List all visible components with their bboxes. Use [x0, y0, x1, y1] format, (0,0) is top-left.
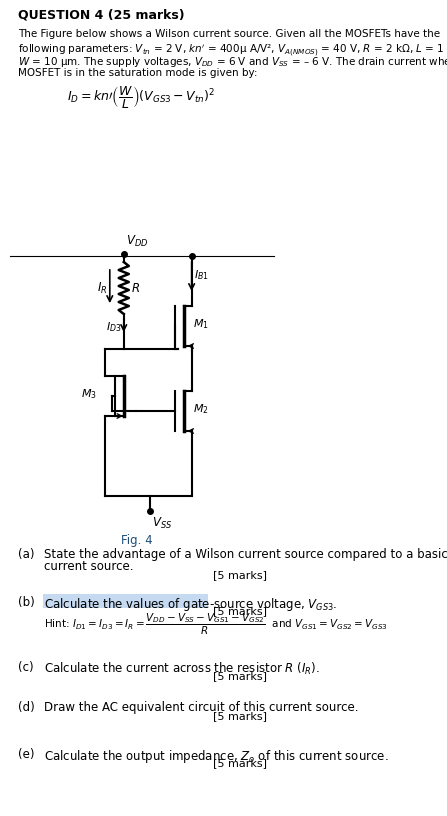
- Text: $M_3$: $M_3$: [81, 387, 97, 401]
- Text: $I_D = kn\prime\left(\dfrac{W}{L}\right)(V_{GS3} - V_{tn})^2$: $I_D = kn\prime\left(\dfrac{W}{L}\right)…: [67, 84, 215, 110]
- Text: The Figure below shows a Wilson current source. Given all the MOSFETs have the: The Figure below shows a Wilson current …: [18, 29, 440, 39]
- Text: Fig. 4: Fig. 4: [121, 534, 152, 547]
- Text: $M_2$: $M_2$: [193, 402, 209, 416]
- Text: $I_R$: $I_R$: [97, 281, 108, 295]
- Text: [5 marks]: [5 marks]: [212, 671, 266, 681]
- Text: Hint: $I_{D1} = I_{D3} = I_R = \dfrac{V_{DD}-V_{SS}-V_{GS1}-V_{GS2}}{R}$  and $V: Hint: $I_{D1} = I_{D3} = I_R = \dfrac{V_…: [44, 612, 388, 637]
- Text: $V_{DD}$: $V_{DD}$: [126, 234, 148, 249]
- Text: $I_{B1}$: $I_{B1}$: [194, 268, 208, 282]
- Text: [5 marks]: [5 marks]: [212, 758, 266, 768]
- FancyBboxPatch shape: [43, 594, 208, 608]
- Text: [5 marks]: [5 marks]: [212, 606, 266, 616]
- Text: MOSFET is in the saturation mode is given by:: MOSFET is in the saturation mode is give…: [18, 68, 257, 78]
- Text: $M_1$: $M_1$: [193, 317, 209, 331]
- Text: [5 marks]: [5 marks]: [212, 711, 266, 721]
- Text: Calculate the output impedance, $Z_o$ of this current source.: Calculate the output impedance, $Z_o$ of…: [44, 748, 389, 765]
- Text: (c): (c): [18, 661, 34, 674]
- Text: (b): (b): [18, 596, 34, 609]
- Text: (e): (e): [18, 748, 34, 761]
- Text: Calculate the values of gate-source voltage, $V_{GS3}$.: Calculate the values of gate-source volt…: [44, 596, 338, 613]
- Text: $V_{SS}$: $V_{SS}$: [152, 516, 173, 531]
- Text: $W$ = 10 μm. The supply voltages, $V_{DD}$ = 6 V and $V_{SS}$ = – 6 V. The drain: $W$ = 10 μm. The supply voltages, $V_{DD…: [18, 55, 447, 69]
- Text: current source.: current source.: [44, 560, 134, 573]
- Text: $I_{D3}$: $I_{D3}$: [106, 320, 122, 334]
- Text: (a): (a): [18, 548, 34, 561]
- Text: $R$: $R$: [131, 282, 140, 295]
- Text: [5 marks]: [5 marks]: [212, 570, 266, 580]
- Text: Draw the AC equivalent circuit of this current source.: Draw the AC equivalent circuit of this c…: [44, 701, 359, 714]
- Text: Calculate the current across the resistor $R$ ($I_R$).: Calculate the current across the resisto…: [44, 661, 320, 677]
- Text: State the advantage of a Wilson current source compared to a basic MOSFET: State the advantage of a Wilson current …: [44, 548, 447, 561]
- Text: (d): (d): [18, 701, 34, 714]
- Text: following parameters: $V_{tn}$ = 2 V, $kn'$ = 400μ A/V², $V_{A(NMOS)}$ = 40 V, $: following parameters: $V_{tn}$ = 2 V, $k…: [18, 42, 447, 58]
- Text: QUESTION 4 (25 marks): QUESTION 4 (25 marks): [18, 8, 185, 21]
